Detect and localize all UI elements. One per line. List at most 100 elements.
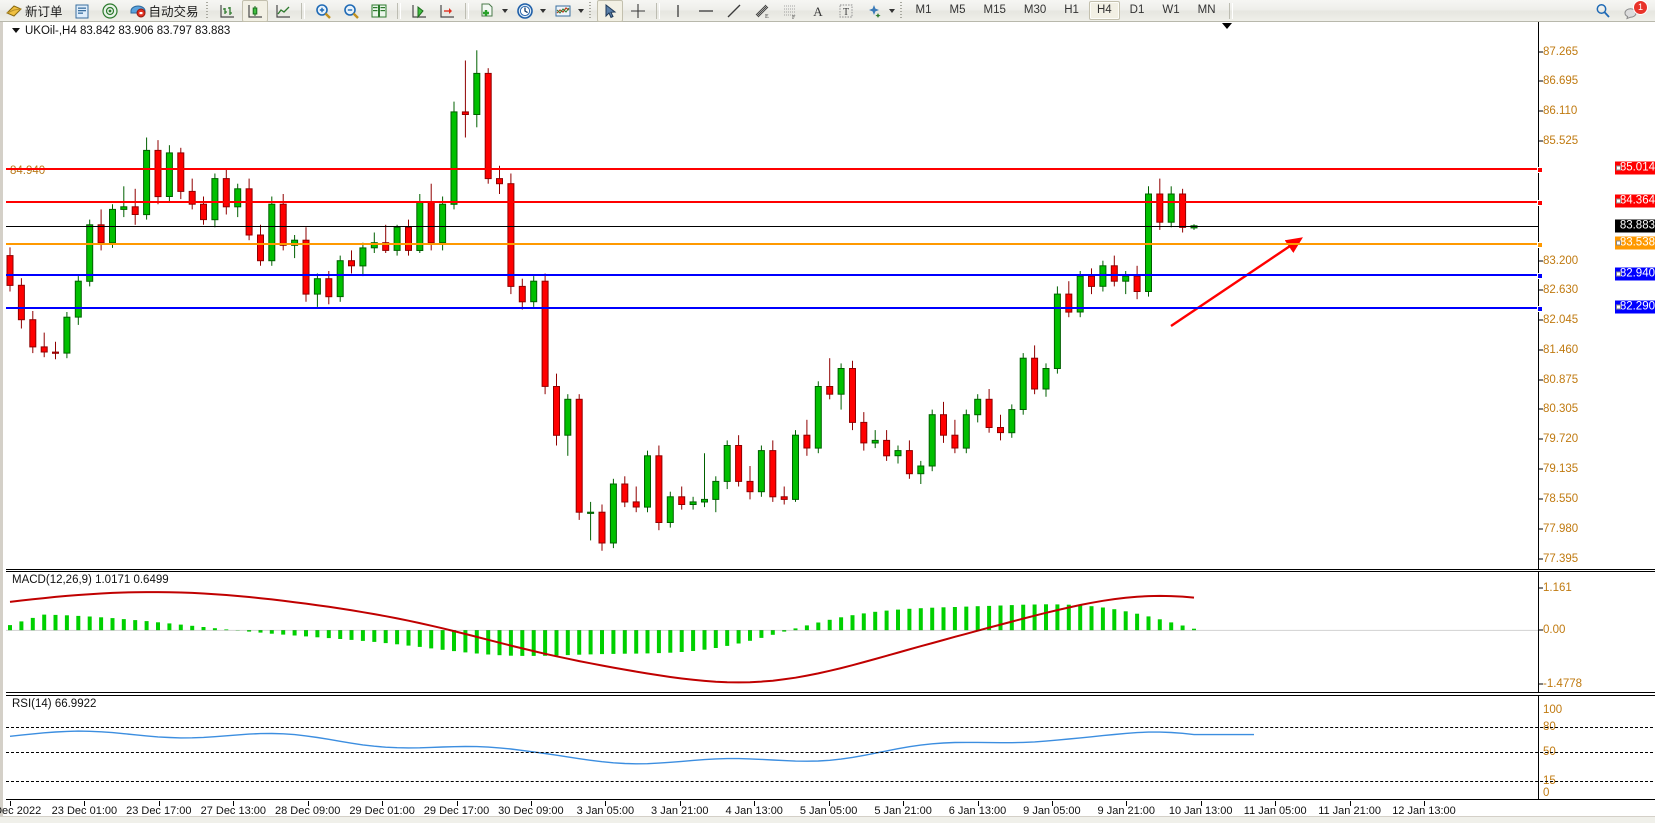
price-tag-resistance-1[interactable]: 84.364 [1614, 194, 1655, 208]
notifications-button[interactable]: 1 [1618, 0, 1648, 21]
symbol-info-label[interactable]: UKOil-,H4 83.842 83.906 83.797 83.883 [12, 25, 230, 37]
status-bar [0, 816, 1655, 823]
toolbar-grip-2[interactable] [587, 2, 593, 19]
auto-scroll-button[interactable] [434, 0, 460, 22]
level-anchor-icon[interactable] [1537, 273, 1543, 280]
equidistant-channel-button[interactable]: E [749, 0, 775, 22]
new-chart-button[interactable] [474, 0, 500, 22]
price-tick: 82.630 [1543, 284, 1579, 296]
price-tag-support-2[interactable]: 82.290 [1614, 300, 1655, 314]
search-button[interactable] [1590, 0, 1616, 22]
price-plot-area[interactable] [6, 22, 1655, 569]
objects-button[interactable] [861, 0, 887, 22]
objects-dropdown-icon[interactable] [888, 8, 895, 13]
level-anchor-icon[interactable] [1537, 166, 1543, 173]
macd-axis[interactable]: 1.161 0.00 -1.4778 [1538, 572, 1655, 692]
tile-windows-button[interactable] [366, 0, 392, 22]
time-axis[interactable]: 22 Dec 2022 23 Dec 01:00 23 Dec 17:00 27 De… [0, 801, 1539, 823]
macd-plot-area[interactable] [6, 572, 1655, 692]
text-label-icon: T [839, 4, 852, 18]
price-panel[interactable]: 85.014 84.364 83.883 83.53 [6, 22, 1655, 570]
price-tick: 80.875 [1543, 374, 1579, 386]
indicators-dropdown-icon[interactable] [577, 8, 584, 13]
terminal-button[interactable]: 自动交易 [125, 0, 203, 22]
new-order-label: 新订单 [25, 5, 63, 19]
timeframe-mn[interactable]: MN [1197, 4, 1216, 16]
zoom-out-button[interactable] [338, 0, 364, 22]
line-chart-button[interactable] [270, 0, 296, 22]
timeframe-m30[interactable]: M30 [1023, 4, 1047, 16]
toolbar-grip-1[interactable] [204, 2, 210, 19]
time-tick: 23 Dec 01:00 [51, 805, 118, 817]
rsi-level-50-line [6, 751, 1655, 753]
timeframe-d1[interactable]: D1 [1129, 4, 1145, 16]
time-tick: 5 Jan 21:00 [874, 805, 932, 817]
macd-tick: 1.161 [1543, 582, 1572, 594]
price-tag-support-1[interactable]: 82.940 [1614, 267, 1655, 281]
level-anchor-icon[interactable] [1537, 200, 1543, 206]
price-tick: 78.550 [1543, 493, 1579, 506]
level-line-resistance-2[interactable] [6, 166, 1543, 173]
annotation-layer[interactable] [6, 22, 1539, 569]
time-tick: 10 Jan 13:00 [1168, 805, 1233, 817]
chart-menu-arrow-icon[interactable] [12, 28, 20, 34]
rsi-series [9, 730, 1254, 765]
new-chart-icon [481, 3, 493, 16]
new-order-button[interactable]: 新订单 [1, 0, 67, 22]
vertical-line-button[interactable] [665, 0, 691, 22]
price-tag-last-price[interactable]: 83.883 [1614, 219, 1655, 233]
time-tick: 5 Jan 05:00 [799, 805, 858, 817]
timeframe-h4[interactable]: H4 [1088, 1, 1120, 20]
chart-window[interactable]: 85.014 84.364 83.883 83.53 [0, 22, 1655, 823]
cursor-button[interactable] [596, 0, 623, 22]
navigator-button[interactable] [97, 0, 123, 22]
rsi-level-80-line [6, 726, 1655, 728]
rsi-plot-area[interactable] [6, 696, 1655, 799]
time-tick: 11 Jan 05:00 [1243, 805, 1307, 817]
trendline-button[interactable] [721, 0, 747, 22]
level-line-support-1[interactable] [6, 273, 1543, 280]
bar-chart-button[interactable] [214, 0, 240, 22]
timeframe-m5[interactable]: M5 [949, 4, 966, 16]
price-tag-value: 85.014 [1619, 161, 1655, 174]
level-line-resistance-1[interactable] [6, 200, 1543, 206]
period-button[interactable] [512, 0, 538, 22]
level-anchor-icon[interactable] [1537, 306, 1543, 313]
time-tick: 23 Dec 17:00 [126, 805, 192, 817]
fibonacci-button[interactable]: F [777, 0, 803, 22]
timeframe-h1[interactable]: H1 [1064, 4, 1079, 16]
market-watch-button[interactable] [69, 0, 95, 22]
indicators-button[interactable] [550, 0, 576, 22]
timeframe-w1[interactable]: W1 [1162, 4, 1180, 16]
zoom-in-button[interactable] [310, 0, 336, 22]
price-tag-pivot[interactable]: 83.538 [1614, 236, 1655, 250]
notification-count-badge: 1 [1633, 0, 1648, 15]
price-tag-resistance-2[interactable]: 85.014 [1614, 161, 1655, 175]
level-anchor-icon[interactable] [1537, 242, 1543, 249]
timeframe-m1[interactable]: M1 [915, 4, 932, 16]
rsi-tick: 100 [1543, 704, 1563, 716]
toolbar-separator-1 [300, 2, 305, 19]
new-order-icon [6, 4, 22, 17]
crosshair-button[interactable] [625, 0, 651, 22]
level-line-pivot[interactable] [6, 242, 1543, 249]
level-line-last-price[interactable] [6, 225, 1539, 227]
time-tick: 6 Jan 13:00 [948, 805, 1007, 817]
level-line-support-2[interactable] [6, 306, 1543, 313]
text-button[interactable]: A [805, 0, 831, 22]
time-tick: 3 Jan 05:00 [576, 805, 635, 817]
new-chart-dropdown-icon[interactable] [501, 8, 508, 13]
horizontal-line-button[interactable] [693, 0, 719, 22]
toolbar-grip-3[interactable] [898, 2, 904, 19]
rsi-panel[interactable]: RSI(14) 66.9922 100 80 50 15 0 [6, 695, 1655, 800]
macd-panel[interactable]: MACD(12,26,9) 1.0171 0.6499 1.161 0.00 -1.… [6, 571, 1655, 693]
rsi-axis[interactable]: 100 80 50 15 0 [1538, 696, 1655, 799]
rsi-tick: 0 [1543, 787, 1550, 799]
candlestick-chart-button[interactable] [241, 0, 268, 22]
horizontal-line-icon [698, 9, 713, 12]
text-label-button[interactable]: T [833, 0, 859, 22]
timeframe-m15[interactable]: M15 [983, 4, 1006, 16]
chart-shift-button[interactable] [406, 0, 432, 22]
price-axis[interactable]: 87.265 86.695 86.110 85.525 83.200 82.630 82.0… [1538, 22, 1655, 569]
period-dropdown-icon[interactable] [539, 8, 546, 13]
